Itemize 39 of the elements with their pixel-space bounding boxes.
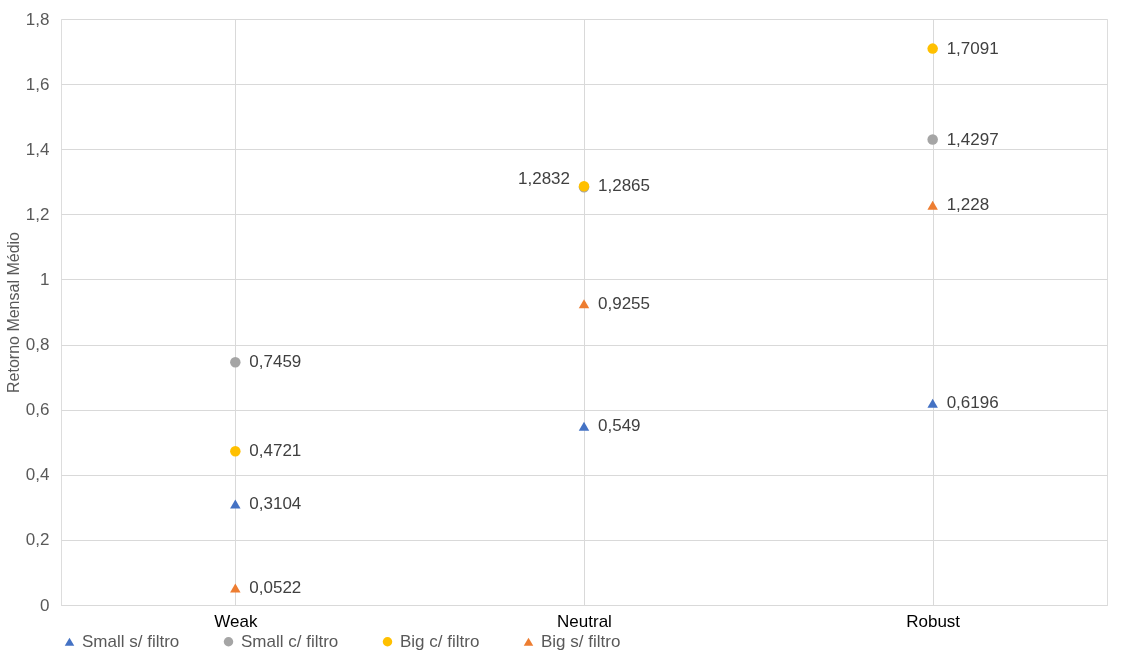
data-label: 1,2865 bbox=[598, 176, 650, 196]
y-tick-label: 0 bbox=[40, 595, 50, 615]
x-tick-label: Weak bbox=[214, 611, 258, 631]
data-label: 1,228 bbox=[946, 195, 990, 215]
data-label: 0,0522 bbox=[249, 578, 302, 598]
y-tick-label: 0,4 bbox=[25, 465, 50, 485]
legend-label: Small s/ filtro bbox=[82, 631, 180, 651]
data-label: 1,7091 bbox=[946, 38, 999, 58]
data-label: 0,3104 bbox=[249, 493, 302, 513]
y-tick-label: 0,2 bbox=[25, 530, 50, 550]
point bbox=[927, 200, 938, 210]
x-tick-label: Robust bbox=[906, 611, 961, 631]
point bbox=[927, 134, 938, 145]
legend-label: Big s/ filtro bbox=[541, 631, 621, 651]
point bbox=[578, 421, 590, 431]
y-tick-label: 1,2 bbox=[25, 204, 50, 224]
data-label: 1,2832 bbox=[518, 169, 570, 189]
point bbox=[927, 43, 938, 54]
point bbox=[927, 398, 938, 408]
legend-label: Big c/ filtro bbox=[400, 631, 480, 651]
data-label: 0,7459 bbox=[249, 352, 302, 372]
data-label: 0,9255 bbox=[598, 293, 650, 313]
data-label: 1,4297 bbox=[946, 129, 999, 149]
y-tick-label: 0,6 bbox=[25, 400, 50, 420]
point bbox=[230, 583, 241, 593]
point bbox=[230, 446, 241, 457]
y-tick-label: 1,8 bbox=[25, 9, 50, 29]
x-tick-label: Neutral bbox=[557, 611, 612, 631]
data-label: 0,4721 bbox=[249, 441, 302, 461]
point bbox=[578, 299, 590, 309]
point bbox=[230, 356, 241, 368]
y-axis-title: Retorno Mensal Médio bbox=[4, 231, 22, 393]
data-label: 0,549 bbox=[598, 416, 641, 436]
y-tick-label: 0,8 bbox=[25, 335, 50, 355]
legend-label: Small c/ filtro bbox=[241, 631, 339, 651]
y-tick-label: 1,4 bbox=[25, 139, 50, 159]
data-label: 0,6196 bbox=[946, 393, 999, 413]
y-tick-label: 1 bbox=[40, 269, 50, 289]
y-tick-label: 1,6 bbox=[25, 74, 50, 94]
